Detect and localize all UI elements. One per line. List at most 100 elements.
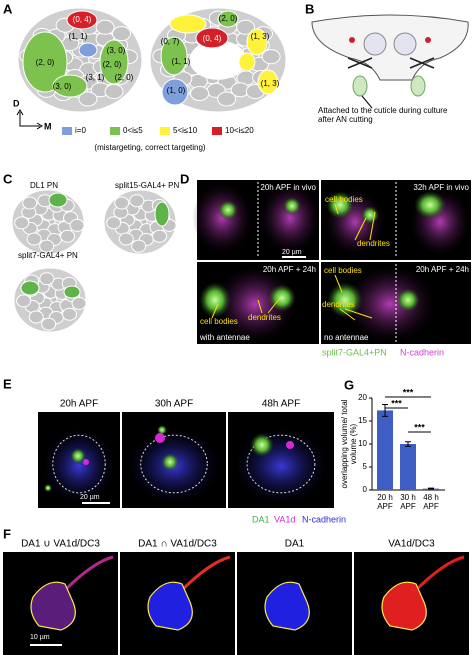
significance-label: ***	[403, 387, 414, 397]
cluster-label: (0, 4)	[73, 15, 92, 24]
x-tick-label: 30 h APF	[400, 493, 416, 511]
caption: Attached to the cuticle during culture a…	[318, 106, 448, 124]
label: 48h APF	[262, 399, 300, 410]
label: DL1 PN	[30, 181, 58, 190]
y-tick-label: 10	[358, 439, 367, 448]
signal	[414, 191, 446, 219]
signal	[147, 581, 193, 631]
cluster-label: (1, 1)	[69, 32, 88, 41]
y-tick-label: 15	[358, 416, 367, 425]
label: 32h APF in vivo	[413, 183, 469, 192]
cluster-label: (3, 1)	[86, 73, 105, 82]
signal	[199, 282, 231, 318]
label: DA1	[285, 539, 305, 550]
panel-label: B	[305, 1, 314, 16]
signal	[70, 448, 86, 464]
significance-label: ***	[414, 422, 425, 432]
glomerulus-highlight	[169, 14, 207, 34]
glomerulus	[111, 26, 131, 42]
signal	[215, 266, 295, 342]
label: DA1 ∪ VA1d/DC3	[21, 539, 100, 550]
signal	[61, 555, 114, 594]
glomerulus-highlight	[161, 78, 189, 106]
glomerulus	[106, 216, 122, 230]
glomerulus	[78, 91, 98, 107]
glomerulus	[236, 19, 256, 35]
glomerulus	[104, 84, 124, 100]
signal	[161, 453, 179, 471]
label: D	[13, 98, 20, 108]
panel-label: E	[3, 376, 12, 391]
glomerulus-highlight	[66, 10, 98, 30]
signal	[44, 484, 52, 492]
significance-label: ***	[391, 398, 402, 408]
legend-swatch	[212, 127, 222, 135]
glomerulus	[28, 310, 44, 324]
antenna	[410, 75, 426, 97]
panel-label: D	[180, 171, 189, 186]
glomerulus-highlight	[52, 74, 88, 98]
glomerulus-highlight	[78, 42, 98, 58]
glomerulus-highlight	[22, 31, 68, 93]
signal	[327, 282, 363, 318]
annotation-pointer	[334, 274, 373, 321]
signal	[250, 433, 274, 457]
glomerulus	[16, 294, 32, 308]
cluster-label: (2, 0)	[219, 14, 238, 23]
glomerulus	[152, 229, 168, 243]
glomerulus	[95, 19, 115, 35]
glomerulus-highlight	[99, 39, 129, 85]
scale-bar-label: 10 µm	[30, 634, 50, 641]
signal	[381, 581, 427, 631]
glomerulus	[14, 216, 30, 230]
label: 20h APF + 24h	[416, 265, 469, 274]
annotation: cell bodies	[324, 266, 362, 275]
signal	[155, 433, 165, 443]
y-tick-label: 5	[363, 462, 368, 471]
legend-label: N-cadherin	[302, 514, 346, 524]
glomerulus	[41, 317, 57, 331]
glomerulus-highlight	[246, 28, 268, 56]
legend-swatch	[160, 127, 170, 135]
labelled-glomerulus	[20, 280, 40, 296]
annotation-pointer	[211, 297, 281, 319]
signal	[361, 206, 379, 224]
legend-label: i=0	[75, 126, 86, 135]
annotation: dendrites	[248, 313, 281, 322]
cluster-label: (1, 3)	[251, 32, 270, 41]
axis-arrow	[16, 109, 43, 130]
brain-lobe	[363, 32, 387, 56]
glomerulus	[131, 239, 147, 253]
glomerulus	[62, 307, 78, 321]
label: split7-GAL4+ PN	[18, 251, 78, 260]
brain-lobe	[393, 32, 417, 56]
legend-swatch	[62, 127, 72, 135]
signal	[83, 459, 89, 465]
glomerulus-outline	[52, 434, 106, 494]
glomerulus-highlight	[238, 52, 256, 72]
cluster-label: (2, 0)	[103, 60, 122, 69]
cluster-label: (2, 0)	[115, 73, 134, 82]
x-tick-label: 20 h APF	[377, 493, 393, 511]
glomerulus	[60, 229, 76, 243]
cluster-label: (2, 0)	[36, 58, 55, 67]
y-tick-label: 0	[363, 485, 368, 494]
x-tick-label: 48 h APF	[423, 493, 439, 511]
annotation: dendrites	[322, 300, 355, 309]
label: 20h APF	[60, 399, 98, 410]
glomerulus	[39, 239, 55, 253]
error-bar	[382, 403, 388, 417]
signal	[30, 581, 76, 631]
signal	[42, 427, 116, 505]
glomerulus	[39, 272, 55, 286]
annotation: cell bodies	[325, 195, 363, 204]
glomerulus-highlight	[160, 36, 188, 76]
label: 30h APF	[155, 399, 193, 410]
legend-label: N-cadherin	[400, 347, 444, 357]
y-tick-label: 20	[358, 393, 367, 402]
label: no antennae	[324, 333, 369, 342]
label: (mistargeting, correct targeting)	[94, 143, 205, 152]
glomerulus	[118, 232, 134, 246]
label: VA1d/DC3	[388, 539, 435, 550]
signal	[396, 288, 420, 312]
